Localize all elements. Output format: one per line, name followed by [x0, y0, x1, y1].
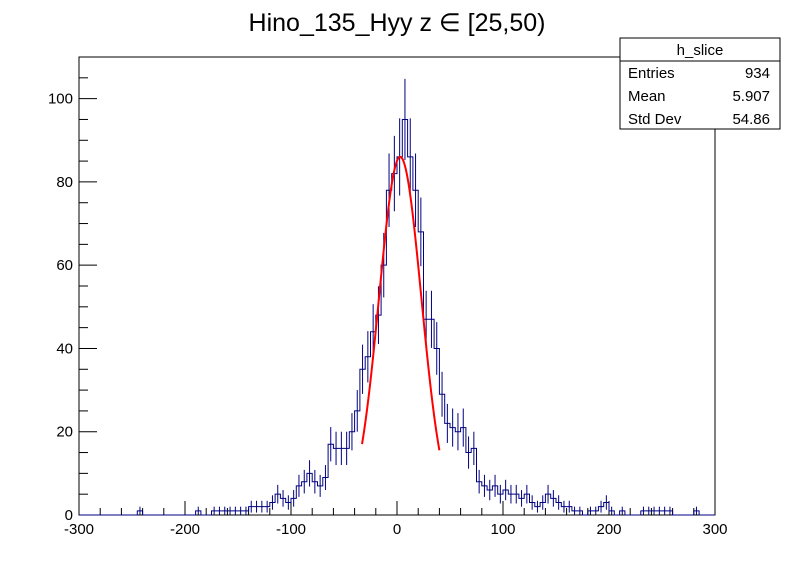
- x-tick-label: -200: [170, 521, 200, 538]
- histogram-bin: [376, 315, 381, 515]
- x-tick-label: -100: [276, 521, 306, 538]
- stats-box: h_slice Entries 934 Mean 5.907 Std Dev 5…: [619, 37, 781, 130]
- x-tick-label: 0: [393, 521, 401, 538]
- x-tick-label: 300: [702, 521, 727, 538]
- y-tick-label: 40: [56, 340, 73, 357]
- histogram-bin: [381, 265, 386, 515]
- gaussian-fit-curve: [361, 155, 441, 451]
- x-tick-label: 100: [490, 521, 515, 538]
- stats-stddev-value: 54.86: [732, 111, 770, 128]
- histogram-bin: [397, 157, 402, 515]
- chart-title: Hino_135_Hyy z ∈ [25,50): [249, 9, 546, 37]
- stats-box-title: h_slice: [677, 42, 724, 59]
- y-tick-label: 80: [56, 174, 73, 191]
- y-tick-label: 60: [56, 257, 73, 274]
- y-tick-label: 20: [56, 424, 73, 441]
- histogram-bin: [429, 319, 434, 515]
- stats-box-frame: [619, 37, 781, 130]
- histogram-bin: [392, 174, 397, 515]
- x-tick-label: -300: [64, 521, 94, 538]
- stats-mean-label: Mean: [628, 88, 666, 105]
- stats-stddev-label: Std Dev: [628, 111, 682, 128]
- stats-mean-value: 5.907: [732, 88, 770, 105]
- x-tick-label: 200: [596, 521, 621, 538]
- axis-ticks: -300 -200 -100 0 100 200 300 0 20 40 60 80 100: [48, 56, 728, 538]
- y-tick-label: 100: [48, 91, 73, 108]
- error-bars: [139, 78, 697, 515]
- stats-entries-value: 934: [745, 65, 770, 82]
- y-tick-label: 0: [65, 507, 73, 524]
- histogram-bin: [386, 190, 391, 515]
- stats-entries-label: Entries: [628, 65, 675, 82]
